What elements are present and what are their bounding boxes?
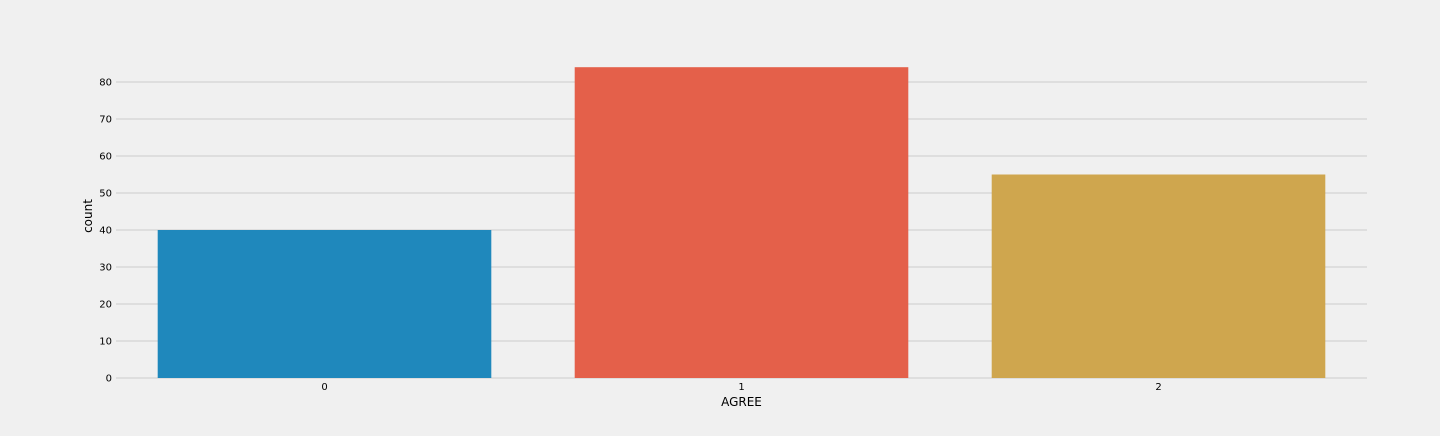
x-tick-label: 0 — [321, 382, 327, 393]
bar-0 — [157, 230, 492, 378]
y-axis-label: count — [81, 199, 95, 233]
x-tick-label: 1 — [738, 382, 744, 393]
x-axis-label: AGREE — [721, 395, 762, 409]
y-tick-label: 70 — [99, 115, 112, 126]
y-tick-labels: 0 10 20 30 40 50 60 70 80 — [99, 78, 112, 385]
y-tick-label: 80 — [99, 78, 112, 89]
y-tick-label: 10 — [99, 337, 112, 348]
y-tick-label: 0 — [106, 374, 112, 385]
bar-1 — [574, 67, 909, 378]
y-tick-label: 30 — [99, 263, 112, 274]
y-tick-label: 60 — [99, 152, 112, 163]
y-tick-label: 50 — [99, 189, 112, 200]
y-tick-label: 40 — [99, 226, 112, 237]
x-tick-labels: 0 1 2 — [321, 382, 1161, 393]
bar-2 — [991, 174, 1326, 378]
x-tick-label: 2 — [1155, 382, 1161, 393]
y-tick-label: 20 — [99, 300, 112, 311]
bars — [157, 67, 1326, 378]
